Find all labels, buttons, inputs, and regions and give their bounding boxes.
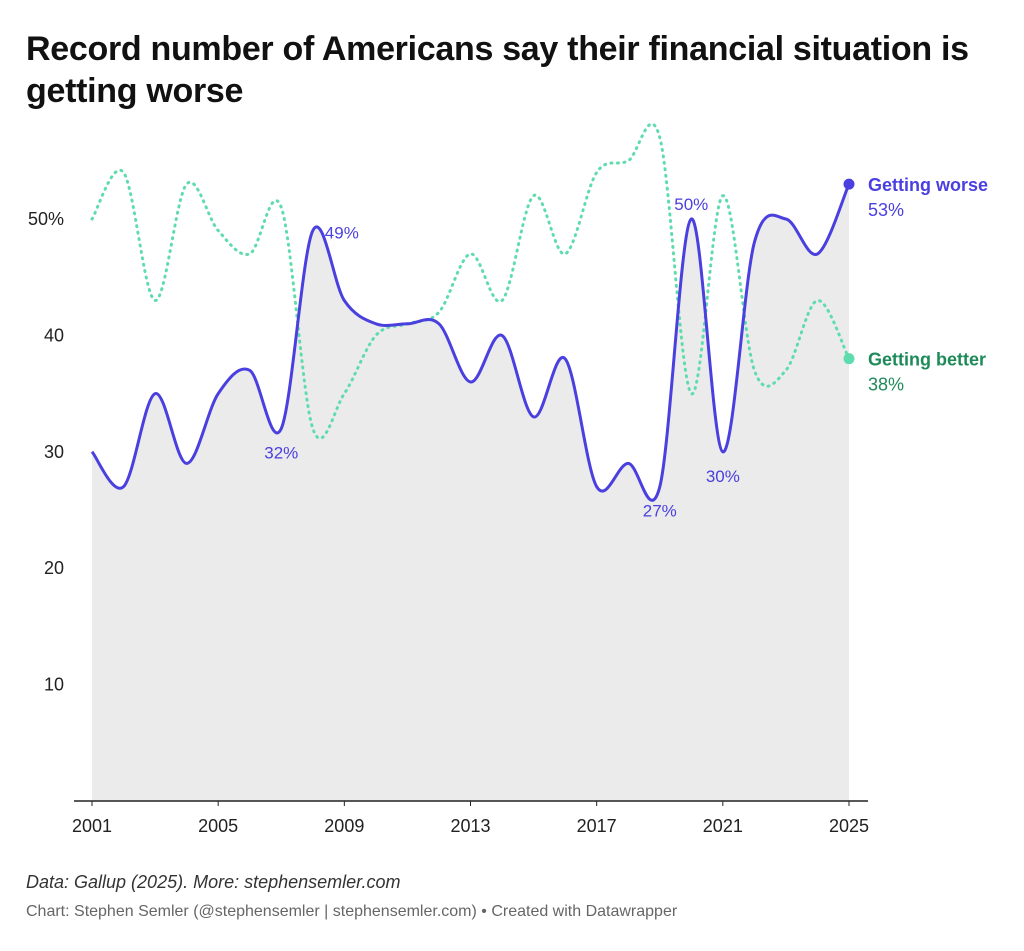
end-point-getting-better [843, 353, 855, 365]
series-value-getting-worse: 53% [868, 200, 904, 220]
x-tick-label: 2009 [324, 816, 364, 836]
x-tick-label: 2017 [577, 816, 617, 836]
source-note: Data: Gallup (2025). More: stephensemler… [26, 872, 401, 892]
label-layer: Getting worse 53% Getting better 38% 32% 49% 2… [264, 175, 988, 521]
data-label: 27% [643, 502, 677, 521]
series-value-getting-better: 38% [868, 375, 904, 395]
y-axis: 10 20 30 40 50% [28, 209, 64, 695]
area-layer [92, 184, 849, 802]
end-point-getting-worse [843, 178, 855, 190]
y-tick-label: 10 [44, 675, 64, 695]
y-tick-label: 40 [44, 325, 64, 345]
series-layer [90, 122, 855, 502]
series-line-getting-worse [90, 183, 851, 502]
series-label-getting-better: Getting better [868, 350, 986, 370]
x-axis: 2001 2005 2009 2013 2017 2021 2025 [72, 800, 869, 836]
y-tick-label: 30 [44, 442, 64, 462]
chart-credit: Chart: Stephen Semler (@stephensemler | … [26, 903, 678, 920]
chart-title: Record number of Americans say their fin… [26, 30, 969, 110]
data-label: 50% [674, 195, 708, 214]
x-tick-label: 2013 [450, 816, 490, 836]
series-label-getting-worse: Getting worse [868, 175, 988, 195]
data-label: 30% [706, 467, 740, 486]
data-label: 32% [264, 444, 298, 463]
data-label: 49% [325, 224, 359, 243]
x-tick-label: 2025 [829, 816, 869, 836]
y-tick-label: 20 [44, 558, 64, 578]
y-tick-label: 50% [28, 209, 64, 229]
x-tick-label: 2021 [703, 816, 743, 836]
series-line-getting-better [90, 122, 851, 440]
x-tick-label: 2005 [198, 816, 238, 836]
worse-area [92, 184, 849, 802]
x-tick-label: 2001 [72, 816, 112, 836]
